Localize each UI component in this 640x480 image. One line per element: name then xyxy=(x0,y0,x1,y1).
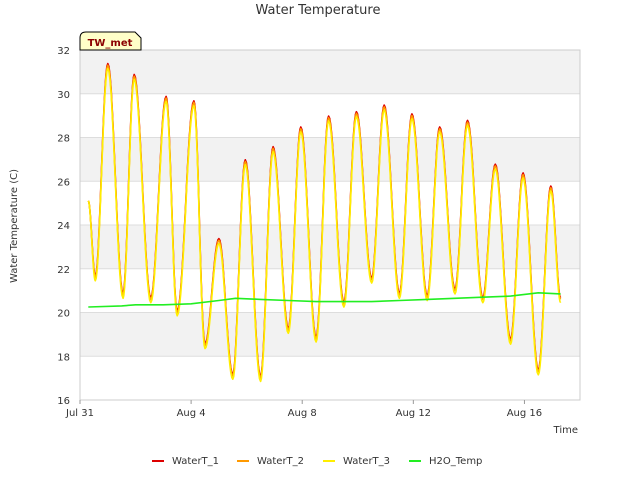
grid-band xyxy=(80,93,580,138)
badge-label: TW_met xyxy=(88,38,133,49)
legend-label: WaterT_2 xyxy=(257,456,304,467)
grid-band xyxy=(80,50,580,94)
series-layer xyxy=(87,62,562,383)
x-tick-label: Aug 12 xyxy=(396,408,431,419)
x-tick-label: Aug 8 xyxy=(288,408,317,419)
series-line-h2o-temp xyxy=(88,292,561,308)
y-tick-label: 24 xyxy=(57,221,70,232)
y-tick-label: 16 xyxy=(57,396,70,407)
x-tick-label: Aug 4 xyxy=(177,408,206,419)
x-axis-ticks: Jul 31 Aug 4 Aug 8 Aug 12 Aug 16 xyxy=(65,400,542,419)
chart-title: Water Temperature xyxy=(256,3,381,18)
y-tick-label: 26 xyxy=(57,177,70,188)
y-tick-label: 28 xyxy=(57,134,70,145)
y-tick-label: 22 xyxy=(57,265,70,276)
y-tick-label: 18 xyxy=(57,352,70,363)
grid-band xyxy=(80,225,580,269)
x-tick-label: Aug 16 xyxy=(507,408,542,419)
grid-band xyxy=(80,356,580,400)
y-tick-label: 30 xyxy=(57,90,70,101)
x-tick-label: Jul 31 xyxy=(65,408,94,419)
y-axis-label: Water Temperature (C) xyxy=(9,169,20,283)
series-line-watert-3 xyxy=(87,67,562,383)
plot-background xyxy=(80,50,580,400)
tw-met-badge: TW_met xyxy=(79,31,142,51)
y-axis-ticks: 16 18 20 22 24 26 28 30 32 xyxy=(57,46,70,407)
legend-label: WaterT_1 xyxy=(172,456,219,467)
grid-band xyxy=(80,137,580,182)
legend-label: WaterT_3 xyxy=(343,456,390,467)
grid-band xyxy=(80,312,580,357)
y-tick-label: 32 xyxy=(57,46,70,57)
badge-shape xyxy=(79,31,142,51)
plot-frame xyxy=(79,49,581,401)
grid-band xyxy=(80,181,580,225)
legend-label: H2O_Temp xyxy=(429,456,482,467)
legend: WaterT_1 WaterT_2 WaterT_3 H2O_Temp xyxy=(152,456,482,467)
x-axis-label: Time xyxy=(553,425,578,436)
y-tick-label: 20 xyxy=(57,309,70,320)
